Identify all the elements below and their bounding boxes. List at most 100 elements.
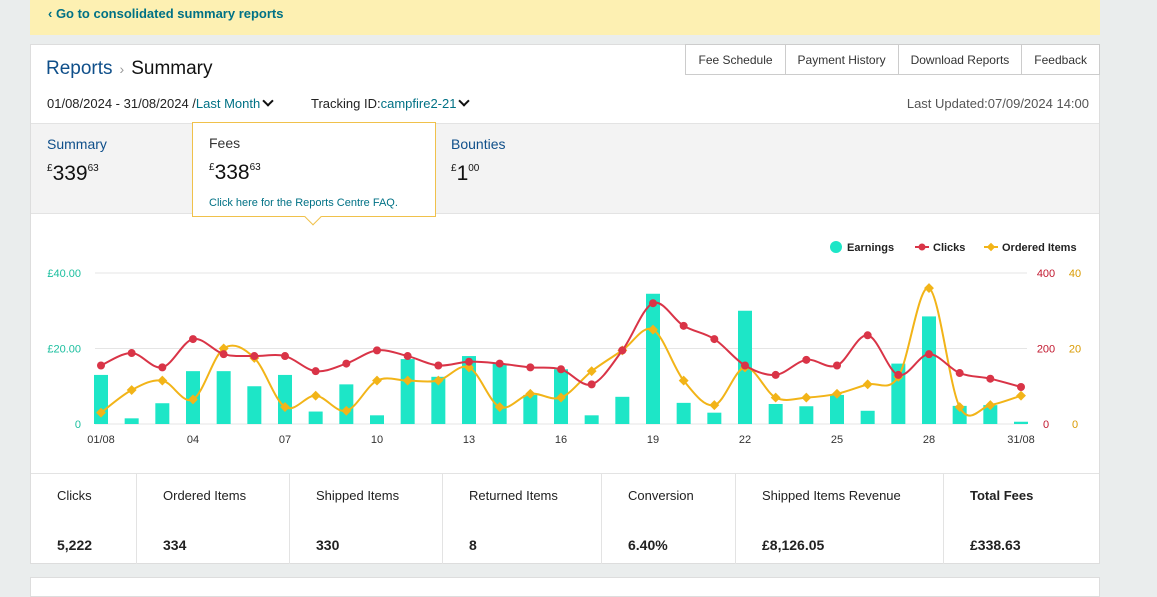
ordered-items-point (648, 324, 658, 335)
date-range-selector[interactable]: 01/08/2024 - 31/08/2024 /Last Month (47, 95, 278, 111)
clicks-point (373, 346, 381, 355)
clicks-point (925, 350, 933, 359)
ordered-items-point (832, 388, 842, 399)
clicks-point (833, 361, 841, 370)
consolidated-summary-link[interactable]: ‹ Go to consolidated summary reports (48, 6, 284, 21)
ordered-items-point (954, 402, 965, 412)
ordered-items-point (862, 379, 873, 390)
page-title: Summary (131, 58, 213, 79)
earnings-bar (707, 412, 722, 424)
earnings-bar (308, 411, 323, 424)
x-axis-tick: 25 (831, 434, 843, 446)
y-axis-right-ordered-tick: 40 (1069, 268, 1081, 280)
clicks-point (342, 359, 351, 368)
breadcrumb-reports-link[interactable]: Reports (46, 58, 113, 79)
earnings-bar (1014, 421, 1028, 424)
earnings-bar (155, 403, 170, 424)
legend-marker-clicks (918, 243, 926, 251)
clicks-point (1017, 383, 1025, 392)
ordered-items-point (770, 392, 781, 403)
earnings-bar (891, 363, 906, 424)
metric-shipped-items: Shipped Items 330 (290, 474, 443, 564)
earnings-bar (646, 293, 660, 424)
clicks-point (741, 361, 749, 370)
clicks-point (710, 335, 719, 344)
ordered-items-point (586, 366, 597, 377)
earnings-bar (922, 316, 936, 424)
y-axis-right-clicks-tick: 200 (1037, 344, 1055, 356)
clicks-point (97, 361, 105, 370)
ordered-items-point (310, 390, 321, 401)
ordered-items-point (494, 402, 505, 412)
tab-summary-label: Summary (47, 136, 107, 152)
chevron-down-icon[interactable] (458, 95, 471, 107)
chevron-down-icon[interactable] (262, 95, 274, 107)
clicks-point (311, 367, 320, 376)
tab-fees[interactable]: Fees £33863 Click here for the Reports C… (192, 122, 436, 226)
date-preset-label[interactable]: Last Month (195, 96, 261, 111)
clicks-point (618, 346, 627, 355)
ordered-items-point (924, 283, 934, 294)
download-reports-button[interactable]: Download Reports (897, 44, 1023, 75)
x-axis-tick: 31/08 (1007, 434, 1035, 446)
clicks-point (127, 349, 136, 358)
earnings-bar (952, 405, 967, 424)
ordered-items-point (985, 400, 996, 411)
tab-summary[interactable]: Summary £33963 (47, 136, 107, 186)
clicks-point (894, 370, 903, 379)
top-button-group: Fee Schedule Payment History Download Re… (685, 44, 1100, 75)
x-axis-tick: 22 (739, 434, 751, 446)
ordered-items-point (157, 375, 168, 386)
ordered-items-point (709, 400, 720, 411)
tracking-id-value[interactable]: campfire2-21 (380, 96, 457, 111)
earnings-chart: £40.00 400 40 £20.00 200 20 0 0 0 01/08 04 07 10 13 16… (31, 215, 1099, 473)
reports-faq-link[interactable]: Click here for the Reports Centre FAQ. (209, 197, 398, 209)
clicks-point (434, 361, 443, 370)
earnings-bar (216, 371, 231, 424)
clicks-point (158, 363, 167, 372)
ordered-items-point (1016, 390, 1026, 401)
earnings-bar (278, 374, 292, 424)
ordered-items-point (126, 385, 137, 395)
clicks-point (465, 357, 473, 366)
metrics-row: Clicks 5,222 Ordered Items 334 Shipped Ite… (31, 473, 1099, 564)
ordered-items-point (556, 392, 566, 403)
fee-schedule-button[interactable]: Fee Schedule (685, 44, 786, 75)
clicks-point (649, 299, 657, 308)
clicks-point (679, 321, 688, 330)
earnings-bar (676, 402, 691, 424)
clicks-point (802, 355, 811, 364)
y-axis-right-clicks-tick: 400 (1037, 268, 1055, 280)
earnings-bar (983, 405, 998, 424)
clicks-point (526, 363, 535, 372)
earnings-bar (615, 396, 630, 424)
y-axis-left-tick: £40.00 (47, 268, 81, 280)
earnings-bar (584, 415, 599, 424)
x-axis-tick: 13 (463, 434, 475, 446)
breadcrumb: Reports › Summary (46, 58, 213, 80)
tracking-id-selector[interactable]: Tracking ID:campfire2-21 (311, 95, 474, 111)
clicks-point (771, 370, 780, 379)
legend-label: Clicks (933, 242, 965, 254)
clicks-point (986, 374, 995, 383)
earnings-bar (462, 356, 476, 424)
metric-returned-items: Returned Items 8 (443, 474, 602, 564)
clicks-point (495, 359, 504, 368)
tab-bounties[interactable]: Bounties £100 (451, 136, 505, 186)
ordered-items-point (678, 375, 689, 386)
clicks-point (587, 380, 596, 389)
ordered-items-point (96, 407, 106, 418)
y-axis-left-tick: 0 (75, 419, 81, 431)
earnings-bar (860, 410, 875, 424)
payment-history-button[interactable]: Payment History (784, 44, 899, 75)
earnings-bar (400, 359, 415, 424)
tracking-id-label: Tracking ID: (311, 96, 381, 111)
clicks-point (219, 350, 228, 359)
legend-label: Earnings (847, 242, 894, 254)
earnings-bar (523, 394, 538, 424)
x-axis-tick: 19 (647, 434, 659, 446)
earnings-bar (247, 386, 262, 424)
legend-label: Ordered Items (1002, 242, 1077, 254)
feedback-button[interactable]: Feedback (1021, 44, 1100, 75)
legend-marker-earnings (830, 241, 842, 253)
